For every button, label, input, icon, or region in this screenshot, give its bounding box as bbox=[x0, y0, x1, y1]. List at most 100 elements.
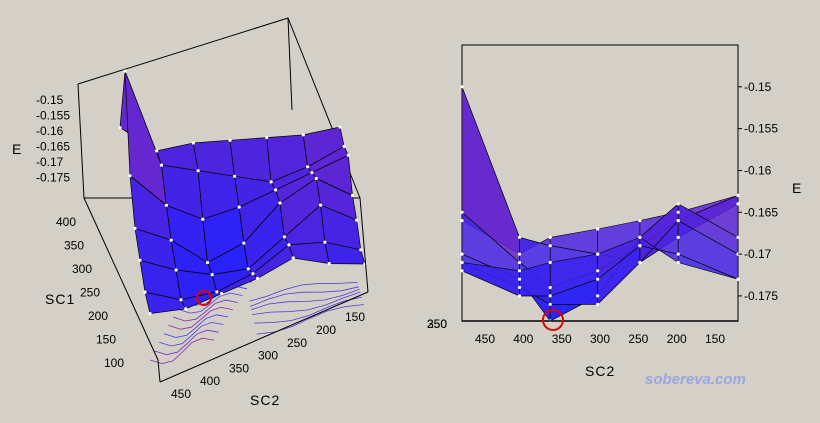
grid-point bbox=[159, 163, 164, 167]
sc2-side-tick: 400 bbox=[513, 332, 533, 346]
sc2-side-tick: 250 bbox=[628, 332, 648, 346]
sc2-tick: 200 bbox=[316, 323, 336, 337]
sc1-tick: 200 bbox=[88, 309, 108, 323]
sc1-axis-label: SC1 bbox=[45, 291, 75, 307]
grid-point bbox=[220, 292, 224, 296]
grid-point bbox=[282, 235, 286, 239]
sc2-side-tick-labels: 450 400 350 300 250 200 150 bbox=[475, 332, 725, 346]
z-tick-labels: -0.15 -0.155-0.16 -0.165-0.17 -0.175 bbox=[36, 93, 70, 185]
sc2-tick-labels: 450 400 350 300 250 200 150 bbox=[171, 310, 365, 401]
e-tick: -0.165 bbox=[744, 205, 778, 219]
projection-point bbox=[517, 235, 522, 239]
grid-point bbox=[233, 174, 237, 178]
projection-point bbox=[548, 302, 552, 306]
projection-point bbox=[736, 193, 740, 198]
contour-line bbox=[249, 282, 358, 302]
grid-point bbox=[287, 243, 291, 247]
projection-point bbox=[460, 85, 464, 89]
projection-point bbox=[676, 235, 680, 239]
grid-point bbox=[196, 169, 200, 173]
projection-point bbox=[736, 202, 740, 206]
grid-point bbox=[291, 256, 295, 260]
grid-point bbox=[319, 203, 323, 207]
grid-point bbox=[148, 312, 152, 316]
projection-point bbox=[596, 227, 600, 231]
projection-point bbox=[460, 219, 464, 223]
projection-point bbox=[517, 285, 522, 290]
watermark: sobereva.com bbox=[645, 371, 746, 388]
projection-point bbox=[736, 277, 740, 281]
grid-point bbox=[269, 180, 273, 184]
e-tick-labels: -0.15 -0.155 -0.16 -0.165 -0.17 -0.175 bbox=[738, 80, 778, 303]
projection-point bbox=[548, 294, 552, 298]
grid-point bbox=[301, 133, 305, 137]
grid-point bbox=[306, 165, 310, 169]
projection-point bbox=[460, 210, 464, 214]
projection-patch bbox=[677, 253, 739, 280]
grid-point bbox=[164, 203, 168, 207]
grid-point bbox=[251, 272, 255, 276]
grid-point bbox=[118, 126, 122, 130]
grid-point bbox=[355, 218, 359, 222]
grid-point bbox=[255, 276, 260, 280]
projection-point bbox=[596, 277, 600, 281]
projection-point bbox=[517, 269, 522, 273]
sc1-tick: 100 bbox=[104, 356, 124, 370]
projection-point bbox=[460, 269, 464, 273]
e-tick: -0.17 bbox=[744, 247, 772, 261]
surface-patch bbox=[229, 137, 272, 183]
grid-point bbox=[237, 205, 241, 209]
sc1-tick: 350 bbox=[64, 239, 84, 253]
grid-point bbox=[184, 307, 188, 311]
sc2-tick: 250 bbox=[287, 336, 307, 350]
sc1-tick: 300 bbox=[72, 262, 92, 276]
projection-point bbox=[676, 219, 680, 223]
z-tick: -0.16 bbox=[36, 124, 64, 138]
z-tick: -0.155 bbox=[36, 109, 70, 123]
contour-line bbox=[254, 296, 362, 324]
grid-point bbox=[246, 267, 250, 271]
sc2-tick: 300 bbox=[258, 349, 278, 363]
grid-point bbox=[265, 136, 269, 140]
sc1-tick: 250 bbox=[80, 286, 100, 300]
contour-line bbox=[172, 299, 238, 322]
projection-point bbox=[596, 294, 600, 298]
projection-point bbox=[638, 260, 642, 265]
sc2-side-tick: 450 bbox=[475, 332, 495, 346]
projection-point bbox=[596, 269, 600, 273]
minimum-marker bbox=[196, 290, 212, 306]
contour-line bbox=[154, 329, 219, 356]
e-tick: -0.15 bbox=[744, 80, 772, 94]
z-axis-label: E bbox=[12, 141, 21, 157]
sc1-tick-labels: 400 350 300 250 200 150 100 bbox=[56, 215, 124, 370]
sc2-side-tick: 150 bbox=[705, 332, 725, 346]
grid-point bbox=[205, 260, 210, 265]
projection-mesh bbox=[460, 85, 740, 323]
grid-point bbox=[346, 153, 350, 157]
projection-point bbox=[676, 260, 680, 265]
grid-point bbox=[274, 188, 278, 192]
surface-mesh bbox=[118, 69, 367, 316]
grid-point bbox=[133, 226, 137, 230]
grid-point bbox=[310, 171, 314, 175]
projection-point bbox=[596, 252, 600, 256]
z-tick: -0.17 bbox=[36, 155, 64, 169]
sc2-side-axis-label: SC2 bbox=[585, 363, 615, 379]
contour-line bbox=[250, 286, 359, 307]
sc2-side-tick: 200 bbox=[667, 332, 687, 346]
grid-point bbox=[143, 290, 147, 294]
projection-point bbox=[548, 285, 552, 290]
grid-point bbox=[138, 258, 142, 262]
surface-side-panel: -0.15-0.155-0.16-0.165-0.17-0.175 E 450 4… bbox=[427, 44, 801, 379]
sc2-side-tick: 350 bbox=[552, 332, 572, 346]
projection-point bbox=[676, 252, 680, 256]
grid-point bbox=[169, 238, 173, 242]
grid-point bbox=[201, 217, 205, 221]
projection-point bbox=[596, 302, 600, 306]
grid-point bbox=[128, 174, 132, 178]
projection-point bbox=[517, 260, 522, 265]
projection-point bbox=[676, 202, 680, 206]
overlap-label-2: 350 bbox=[427, 317, 447, 331]
projection-point bbox=[517, 277, 522, 281]
